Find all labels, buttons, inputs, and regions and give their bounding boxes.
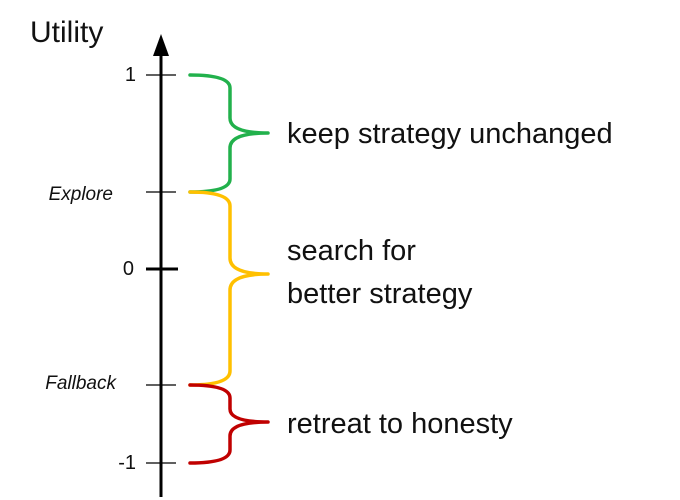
tick-label-1: 1 (124, 64, 136, 86)
tick-label-fallback: Fallback (45, 373, 116, 394)
tick-label-0: 0 (122, 258, 134, 280)
tick-label-explore: Explore (48, 184, 113, 205)
tick-label-minus1: -1 (118, 452, 136, 474)
axis-arrowhead-icon (153, 34, 169, 56)
red-brace (188, 383, 270, 465)
region-label-search-line1: search for (287, 235, 416, 267)
green-brace (188, 73, 270, 194)
region-label-search-line2: better strategy (287, 278, 473, 310)
axis-title: Utility (30, 16, 104, 49)
yellow-brace (188, 190, 270, 387)
region-label-retreat: retreat to honesty (287, 408, 513, 440)
region-label-keep: keep strategy unchanged (287, 118, 613, 150)
